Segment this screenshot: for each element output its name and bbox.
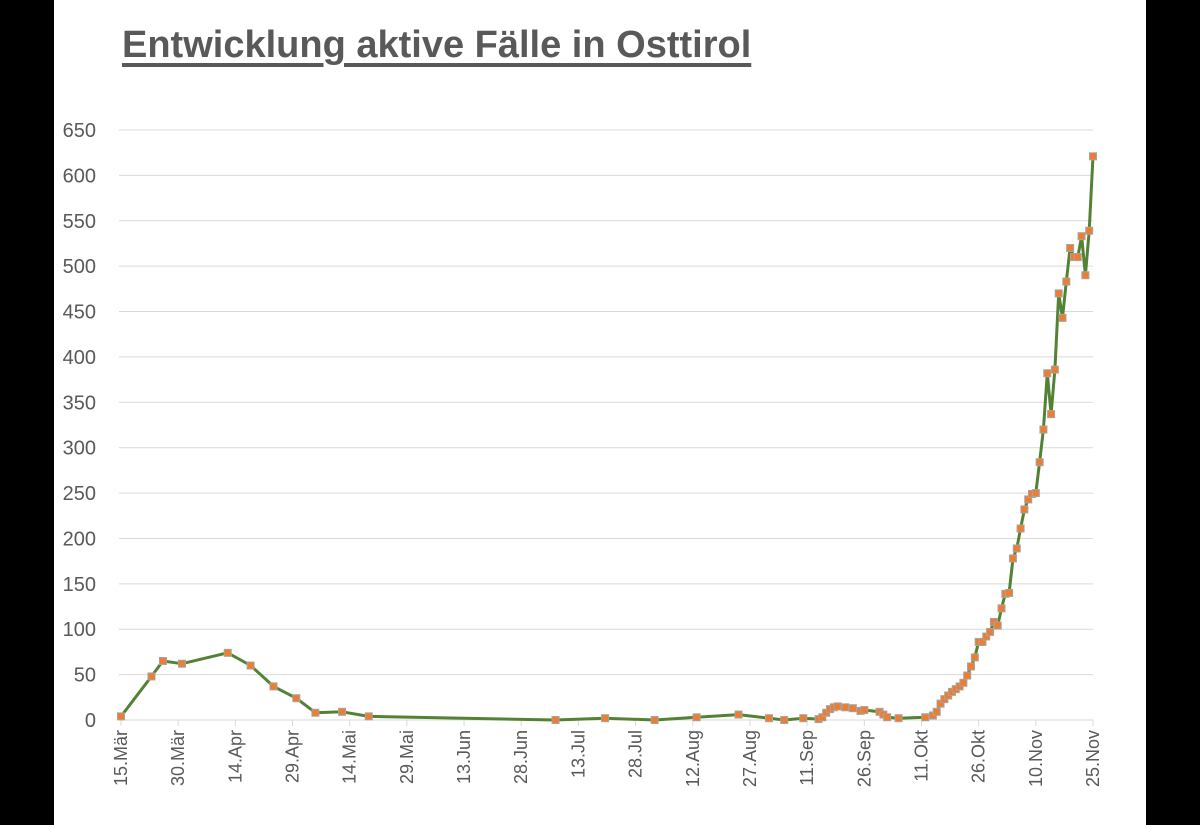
- data-point-marker: [1035, 458, 1044, 467]
- y-tick-label: 400: [63, 347, 96, 369]
- data-point-marker: [1005, 588, 1014, 597]
- data-point-marker: [841, 703, 850, 712]
- y-axis: 0 50 100 150 200 250 300 350 400 450 500 550 600 650: [63, 120, 96, 732]
- data-point-marker: [963, 671, 972, 680]
- data-point-marker: [848, 704, 857, 713]
- data-point-marker: [551, 716, 560, 724]
- y-tick-label: 600: [63, 165, 96, 187]
- data-point-marker: [147, 672, 156, 681]
- data-point-marker: [932, 707, 941, 716]
- data-point-marker: [1050, 365, 1059, 374]
- data-point-marker: [765, 714, 773, 723]
- data-point-marker: [1085, 226, 1094, 235]
- x-tick-label: 27.Aug: [740, 730, 760, 787]
- data-point-marker: [1089, 152, 1097, 161]
- data-point-marker: [364, 712, 373, 721]
- x-tick-label: 25.Nov: [1083, 730, 1103, 787]
- chart-title: Entwicklung aktive Fälle in Osttirol: [122, 24, 752, 66]
- data-point-marker: [1073, 253, 1082, 262]
- data-point-marker: [292, 694, 301, 703]
- data-point-marker: [970, 653, 979, 662]
- x-tick-label: 10.Nov: [1026, 730, 1046, 787]
- y-tick-label: 500: [63, 256, 96, 278]
- x-tick-label: 15.Mär: [111, 730, 131, 786]
- data-point-marker: [860, 706, 869, 715]
- data-point-marker: [1066, 244, 1075, 252]
- data-point-marker: [986, 627, 995, 636]
- data-point-marker: [959, 678, 968, 687]
- data-point-marker: [601, 714, 610, 723]
- x-tick-label: 29.Apr: [283, 730, 303, 783]
- series-line: [119, 156, 1095, 722]
- data-point-marker: [780, 716, 789, 724]
- x-tick-label: 26.Sep: [854, 730, 874, 787]
- data-point-marker: [1081, 271, 1090, 280]
- data-point-marker: [734, 710, 743, 719]
- data-point-marker: [650, 716, 659, 724]
- y-tick-label: 200: [63, 528, 96, 550]
- series-aktive-faelle: [117, 152, 1097, 724]
- x-tick-label: 30.Mär: [168, 730, 188, 786]
- y-tick-label: 100: [63, 619, 96, 641]
- data-point-marker: [921, 713, 930, 722]
- x-axis: 15.Mär 30.Mär 14.Apr 29.Apr 14.Mai 29.Mai 13.J…: [111, 720, 1103, 787]
- data-point-marker: [158, 657, 167, 665]
- data-point-marker: [894, 714, 903, 723]
- data-point-marker: [997, 604, 1006, 613]
- data-point-marker: [799, 714, 808, 723]
- x-tick-label: 13.Jul: [568, 730, 588, 778]
- y-tick-label: 550: [63, 211, 96, 233]
- data-point-marker: [692, 713, 701, 722]
- y-tick-label: 300: [63, 438, 96, 460]
- x-tick-label: 13.Jun: [454, 730, 474, 784]
- x-tick-label: 26.Okt: [969, 730, 989, 783]
- data-point-marker: [993, 621, 1002, 630]
- data-point-marker: [311, 708, 320, 717]
- data-point-marker: [223, 648, 232, 657]
- gridlines: [119, 129, 1093, 721]
- data-point-marker: [1047, 410, 1056, 419]
- data-point-marker: [1043, 369, 1052, 378]
- y-tick-label: 150: [63, 574, 96, 596]
- data-point-marker: [967, 662, 976, 671]
- y-tick-label: 0: [85, 710, 96, 732]
- y-tick-label: 650: [63, 120, 96, 142]
- slide-background: [54, 0, 1146, 825]
- data-point-marker: [1054, 289, 1063, 298]
- y-tick-label: 450: [63, 302, 96, 324]
- x-tick-label: 14.Apr: [225, 730, 245, 783]
- data-point-marker: [833, 702, 842, 711]
- x-tick-label: 28.Jul: [626, 730, 646, 778]
- data-point-marker: [246, 661, 255, 670]
- data-point-marker: [117, 712, 125, 721]
- y-tick-label: 250: [63, 483, 96, 505]
- x-tick-label: 29.Mai: [397, 730, 417, 784]
- data-point-marker: [1020, 505, 1029, 514]
- data-point-marker: [269, 682, 278, 691]
- data-point-marker: [1008, 554, 1017, 563]
- data-point-marker: [883, 713, 892, 722]
- x-tick-label: 14.Mai: [340, 730, 360, 784]
- x-tick-label: 11.Okt: [911, 730, 931, 782]
- data-point-marker: [1058, 313, 1067, 322]
- data-point-marker: [1031, 489, 1040, 498]
- data-point-marker: [1077, 232, 1086, 241]
- y-tick-label: 50: [74, 665, 96, 687]
- x-tick-label: 12.Aug: [683, 730, 703, 787]
- data-point-marker: [338, 707, 347, 716]
- y-tick-label: 350: [63, 392, 96, 414]
- data-point-marker: [1012, 544, 1021, 553]
- x-tick-label: 28.Jun: [511, 730, 531, 784]
- x-tick-label: 11.Sep: [797, 730, 817, 786]
- data-point-marker: [1039, 425, 1048, 434]
- data-point-marker: [177, 659, 186, 668]
- data-point-marker: [1062, 277, 1071, 286]
- data-point-marker: [1016, 524, 1025, 533]
